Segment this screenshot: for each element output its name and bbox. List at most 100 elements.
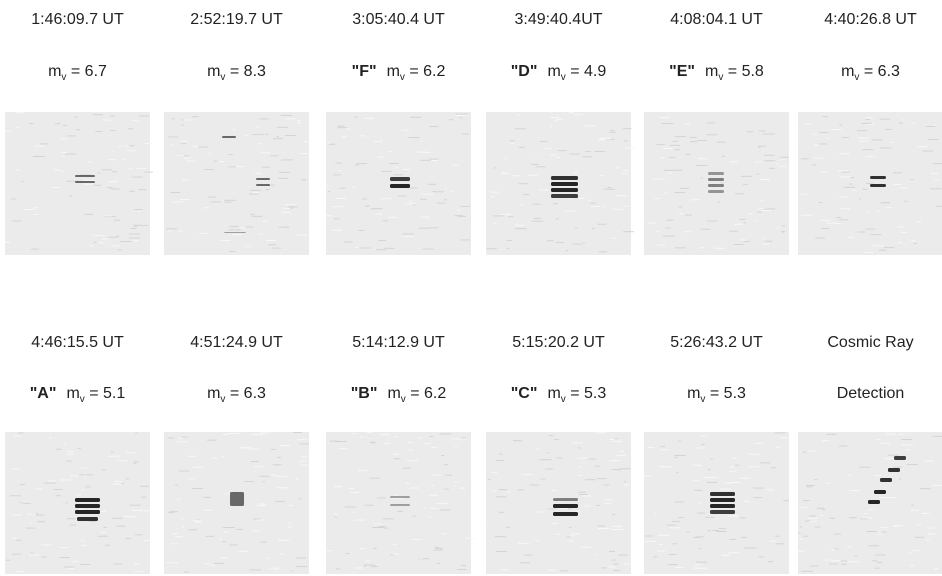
- noise: [699, 548, 701, 549]
- noise: [578, 475, 583, 476]
- noise: [717, 202, 720, 203]
- noise: [605, 499, 613, 500]
- noise: [103, 215, 111, 216]
- noise: [381, 140, 383, 141]
- noise: [855, 556, 858, 557]
- noise: [355, 568, 364, 569]
- noise: [114, 563, 122, 564]
- noise: [701, 436, 706, 437]
- noise: [107, 236, 110, 237]
- noise: [585, 151, 591, 152]
- noise: [669, 157, 676, 158]
- noise: [250, 569, 261, 570]
- noise: [616, 455, 626, 456]
- noise: [433, 475, 442, 476]
- noise: [440, 433, 451, 434]
- noise: [434, 550, 443, 551]
- noise: [65, 154, 76, 155]
- noise: [428, 517, 431, 518]
- noise: [281, 159, 293, 160]
- panel-time: 2:52:19.7 UT: [158, 10, 315, 30]
- noise: [865, 229, 875, 230]
- noise: [536, 448, 539, 449]
- noise: [248, 448, 259, 449]
- noise: [432, 447, 438, 448]
- noise: [909, 553, 912, 554]
- noise: [897, 242, 902, 243]
- noise: [698, 140, 707, 141]
- noise: [819, 144, 828, 145]
- noise: [275, 569, 278, 570]
- noise: [556, 242, 564, 243]
- noise: [496, 551, 507, 552]
- noise: [36, 515, 44, 516]
- panel-image: [644, 112, 789, 255]
- noise: [540, 141, 548, 142]
- noise: [604, 189, 615, 190]
- noise: [34, 146, 44, 147]
- noise: [693, 568, 702, 569]
- noise: [608, 567, 615, 568]
- streak: [553, 504, 578, 508]
- noise: [868, 212, 870, 213]
- noise: [16, 571, 25, 572]
- noise: [56, 495, 61, 496]
- noise: [105, 545, 110, 546]
- noise: [255, 173, 262, 174]
- noise: [874, 475, 881, 476]
- noise: [803, 536, 808, 537]
- noise: [23, 209, 34, 210]
- noise: [14, 436, 20, 437]
- noise: [214, 563, 224, 564]
- noise: [928, 139, 938, 140]
- noise: [339, 448, 346, 449]
- noise: [420, 199, 426, 200]
- noise: [613, 564, 618, 565]
- noise: [822, 116, 828, 117]
- noise: [144, 172, 153, 173]
- noise: [926, 540, 930, 541]
- streak: [708, 172, 724, 175]
- noise: [135, 433, 137, 434]
- noise: [358, 230, 364, 231]
- noise: [493, 223, 497, 224]
- noise: [66, 461, 72, 462]
- panel-time: 5:15:20.2 UT: [480, 333, 637, 353]
- noise: [133, 463, 137, 464]
- noise: [810, 566, 818, 567]
- mag-value: = 4.9: [570, 63, 606, 80]
- noise: [694, 564, 701, 565]
- noise: [623, 231, 634, 232]
- noise: [618, 555, 628, 556]
- noise: [664, 193, 667, 194]
- noise: [328, 191, 330, 192]
- noise: [906, 449, 911, 450]
- noise: [679, 213, 684, 214]
- noise: [393, 544, 397, 545]
- noise: [933, 436, 942, 437]
- streak: [390, 496, 410, 498]
- noise: [780, 157, 788, 158]
- noise: [210, 565, 215, 566]
- mag-symbol: m: [705, 63, 718, 80]
- noise: [245, 246, 250, 247]
- mag-value: = 8.3: [230, 63, 266, 80]
- noise: [329, 144, 336, 145]
- noise: [176, 155, 184, 156]
- noise: [910, 510, 919, 511]
- noise: [814, 145, 820, 146]
- noise: [569, 540, 574, 541]
- noise: [515, 228, 527, 229]
- noise: [35, 488, 42, 489]
- noise: [204, 169, 214, 170]
- noise: [513, 175, 521, 176]
- noise: [839, 219, 848, 220]
- noise: [408, 460, 418, 461]
- noise: [198, 147, 207, 148]
- noise: [412, 539, 422, 540]
- noise: [712, 530, 718, 531]
- noise: [301, 465, 308, 466]
- noise: [100, 532, 106, 533]
- noise: [849, 475, 853, 476]
- streak: [880, 478, 892, 482]
